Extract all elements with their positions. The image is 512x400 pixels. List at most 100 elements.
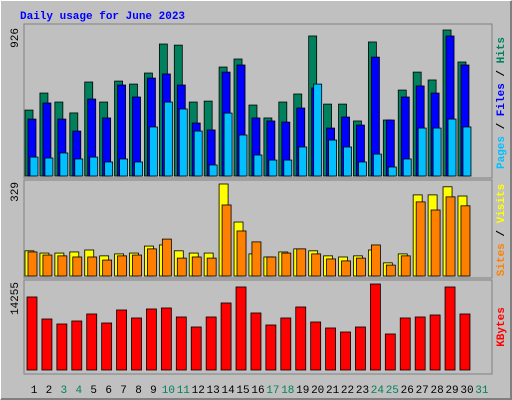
bar <box>27 251 38 277</box>
bar <box>163 101 173 177</box>
legend: Sites / Visits <box>496 184 508 276</box>
legend-entry: Hits <box>496 37 508 63</box>
bar <box>134 161 143 177</box>
x-tick-label: 6 <box>105 385 112 397</box>
bar <box>400 255 411 277</box>
bar <box>369 283 381 371</box>
bar <box>253 154 263 177</box>
bar <box>221 204 232 277</box>
bar <box>236 230 247 277</box>
bar <box>459 313 471 371</box>
bar <box>131 317 142 371</box>
bar <box>86 313 98 371</box>
bar <box>175 316 187 371</box>
bar <box>343 146 352 177</box>
x-tick-label: 26 <box>401 385 414 397</box>
bar <box>311 253 322 277</box>
bar <box>132 254 142 277</box>
x-tick-label: 31 <box>475 385 489 397</box>
bar <box>281 252 292 277</box>
bar <box>356 257 366 277</box>
bar <box>462 126 472 177</box>
bar <box>238 134 248 177</box>
x-tick-label: 29 <box>445 385 458 397</box>
legend-entry: Files <box>496 83 508 116</box>
bar <box>295 306 307 371</box>
legend-separator: / <box>496 223 508 243</box>
legend: Pages / Files / Hits <box>496 37 508 169</box>
bar <box>402 158 412 177</box>
bar <box>313 83 323 177</box>
legend-entry: Visits <box>496 184 508 224</box>
bar <box>445 196 456 277</box>
bar <box>280 317 292 371</box>
bar <box>72 256 83 277</box>
bar <box>328 139 338 177</box>
bar <box>41 318 53 371</box>
bar <box>116 309 127 371</box>
bar <box>265 324 277 371</box>
x-tick-label: 2 <box>46 385 53 397</box>
x-tick-label: 28 <box>431 385 444 397</box>
bar <box>430 209 441 277</box>
bar <box>119 158 128 177</box>
bar <box>355 326 366 371</box>
bar <box>325 327 337 371</box>
bar <box>372 153 382 177</box>
x-tick-label: 8 <box>135 385 142 397</box>
bar <box>104 161 114 177</box>
legend-separator: / <box>496 63 508 83</box>
x-tick-label: 15 <box>236 385 249 397</box>
bar <box>387 166 397 177</box>
bar <box>59 152 69 177</box>
legend-entry: Pages <box>496 136 508 169</box>
bar <box>71 320 83 371</box>
x-tick-label: 19 <box>296 385 309 397</box>
x-tick-label: 1 <box>31 385 38 397</box>
x-tick-label: 9 <box>150 385 157 397</box>
bar <box>89 156 99 177</box>
bar <box>235 286 247 371</box>
bar <box>341 260 351 277</box>
legend-separator: / <box>496 116 508 136</box>
y-tick-label: 329 <box>10 182 22 202</box>
bar <box>176 257 187 277</box>
bar <box>384 333 396 371</box>
x-tick-label: 11 <box>177 385 191 397</box>
chart-title: Daily usage for June 2023 <box>20 11 185 23</box>
bar <box>250 312 262 371</box>
legend-entry: KBytes <box>496 307 508 347</box>
y-tick-label: 926 <box>10 28 22 48</box>
bar <box>266 256 277 277</box>
x-tick-label: 10 <box>162 385 175 397</box>
x-tick-label: 7 <box>120 385 127 397</box>
bar <box>29 156 39 177</box>
x-tick-label: 4 <box>75 385 82 397</box>
bar <box>220 302 232 371</box>
bar <box>415 201 426 277</box>
bar <box>296 248 307 277</box>
bar <box>206 257 217 277</box>
bar <box>56 323 68 371</box>
bar <box>447 118 457 177</box>
bar <box>191 256 202 277</box>
bar <box>26 296 38 371</box>
bar <box>44 157 54 177</box>
bar <box>147 248 157 277</box>
bar <box>223 112 233 177</box>
bar <box>251 241 262 277</box>
bar <box>283 159 293 177</box>
bar <box>298 146 308 177</box>
bar <box>385 264 396 277</box>
legend: KBytes <box>496 307 508 347</box>
bar <box>417 127 427 177</box>
x-tick-label: 30 <box>460 385 473 397</box>
x-tick-label: 13 <box>207 385 220 397</box>
bar <box>326 258 337 277</box>
bar <box>370 244 381 277</box>
x-tick-label: 24 <box>371 385 385 397</box>
bar <box>268 159 278 177</box>
bar <box>340 331 351 371</box>
y-tick-label: 14255 <box>10 282 22 315</box>
